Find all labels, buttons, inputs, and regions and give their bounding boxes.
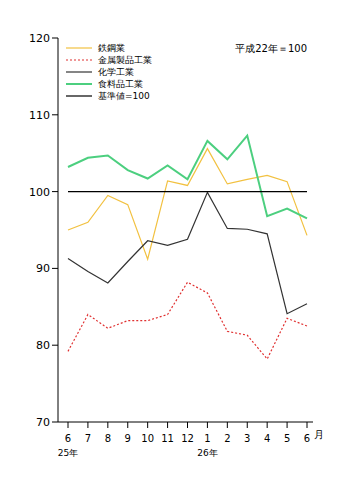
svg-text:11: 11 — [161, 433, 174, 444]
svg-text:9: 9 — [125, 433, 131, 444]
svg-text:5: 5 — [284, 433, 290, 444]
svg-text:26年: 26年 — [197, 448, 217, 458]
svg-text:120: 120 — [29, 32, 50, 45]
svg-text:7: 7 — [85, 433, 91, 444]
svg-text:100: 100 — [29, 186, 50, 199]
html-text:鉄鋼業: 鉄鋼業 — [98, 43, 125, 53]
svg-text:110: 110 — [29, 109, 50, 122]
svg-text:90: 90 — [36, 262, 50, 275]
svg-text:10: 10 — [141, 433, 154, 444]
svg-text:12: 12 — [181, 433, 194, 444]
svg-text:80: 80 — [36, 339, 50, 352]
html-text:食料品工業: 食料品工業 — [98, 79, 143, 89]
svg-text:2: 2 — [224, 433, 230, 444]
svg-text:4: 4 — [264, 433, 270, 444]
svg-text:70: 70 — [36, 416, 50, 429]
svg-text:25年: 25年 — [58, 448, 78, 458]
svg-text:6: 6 — [65, 433, 71, 444]
svg-text:3: 3 — [244, 433, 250, 444]
svg-text:1: 1 — [204, 433, 210, 444]
svg-text:8: 8 — [105, 433, 111, 444]
svg-text:6: 6 — [304, 433, 310, 444]
html-text:基準値=100: 基準値=100 — [98, 91, 150, 101]
html-text:金属製品工業: 金属製品工業 — [98, 55, 152, 65]
svg-text:月: 月 — [314, 429, 324, 440]
html-text:平成22年＝100: 平成22年＝100 — [235, 43, 307, 54]
html-text:化学工業: 化学工業 — [98, 67, 134, 77]
